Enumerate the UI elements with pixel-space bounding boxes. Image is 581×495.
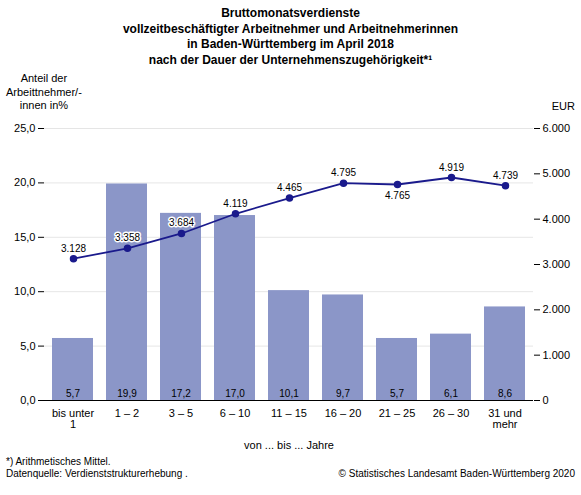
svg-text:17,0: 17,0	[225, 387, 245, 398]
svg-text:4.465: 4.465	[277, 182, 302, 193]
svg-text:4.765: 4.765	[385, 190, 410, 201]
html-text:*) Arithmetisches Mittel. Date: *) Arithmetisches Mittel. Datenquelle: V…	[6, 455, 188, 480]
svg-text:19,9: 19,9	[117, 387, 137, 398]
svg-text:4.000: 4.000	[543, 213, 571, 225]
svg-text:3.000: 3.000	[543, 258, 571, 270]
svg-text:10,0: 10,0	[14, 285, 35, 297]
svg-text:bis unter1: bis unter1	[52, 407, 95, 430]
html-text:EUR: EUR	[551, 99, 575, 112]
svg-text:6.000: 6.000	[543, 122, 571, 134]
svg-text:5.000: 5.000	[543, 167, 571, 179]
svg-text:4.795: 4.795	[331, 167, 356, 178]
svg-text:2.000: 2.000	[543, 303, 571, 315]
svg-text:17,2: 17,2	[171, 387, 191, 398]
svg-text:5,7: 5,7	[66, 387, 80, 398]
svg-text:4.919: 4.919	[439, 161, 464, 172]
svg-text:31 undmehr: 31 undmehr	[488, 407, 522, 430]
svg-text:0,0: 0,0	[20, 394, 35, 406]
svg-text:6 – 10: 6 – 10	[220, 407, 251, 419]
html-text:Bruttomonatsverdienste vollzei: Bruttomonatsverdienste vollzeitbeschäfti…	[122, 6, 459, 67]
svg-text:3.128: 3.128	[61, 243, 86, 254]
svg-text:1.000: 1.000	[543, 349, 571, 361]
svg-text:3.358: 3.358	[115, 232, 140, 243]
svg-text:16 – 20: 16 – 20	[325, 407, 362, 419]
svg-text:1 – 2: 1 – 2	[115, 407, 139, 419]
svg-text:5,0: 5,0	[20, 340, 35, 352]
svg-text:26 – 30: 26 – 30	[433, 407, 470, 419]
svg-text:20,0: 20,0	[14, 176, 35, 188]
svg-text:4.739: 4.739	[493, 170, 518, 181]
svg-text:6,1: 6,1	[444, 387, 458, 398]
svg-text:10,1: 10,1	[279, 387, 299, 398]
svg-text:11 – 15: 11 – 15	[271, 407, 307, 419]
svg-text:0: 0	[543, 394, 549, 406]
svg-text:3 – 5: 3 – 5	[169, 407, 193, 419]
svg-text:25,0: 25,0	[14, 122, 35, 134]
svg-text:15,0: 15,0	[14, 231, 35, 243]
svg-text:von ... bis ... Jahre: von ... bis ... Jahre	[244, 438, 334, 450]
svg-text:3.684: 3.684	[169, 217, 194, 228]
html-text:© Statistisches Landesamt Bade: © Statistisches Landesamt Baden-Württemb…	[338, 468, 575, 480]
svg-text:4.119: 4.119	[223, 198, 248, 209]
svg-text:9,7: 9,7	[336, 387, 350, 398]
svg-text:21 – 25: 21 – 25	[379, 407, 416, 419]
svg-text:8,6: 8,6	[498, 387, 512, 398]
html-text:Anteil der Arbeittnehmer/- inn: Anteil der Arbeittnehmer/- innen in%	[6, 72, 82, 111]
svg-text:5,7: 5,7	[390, 387, 404, 398]
